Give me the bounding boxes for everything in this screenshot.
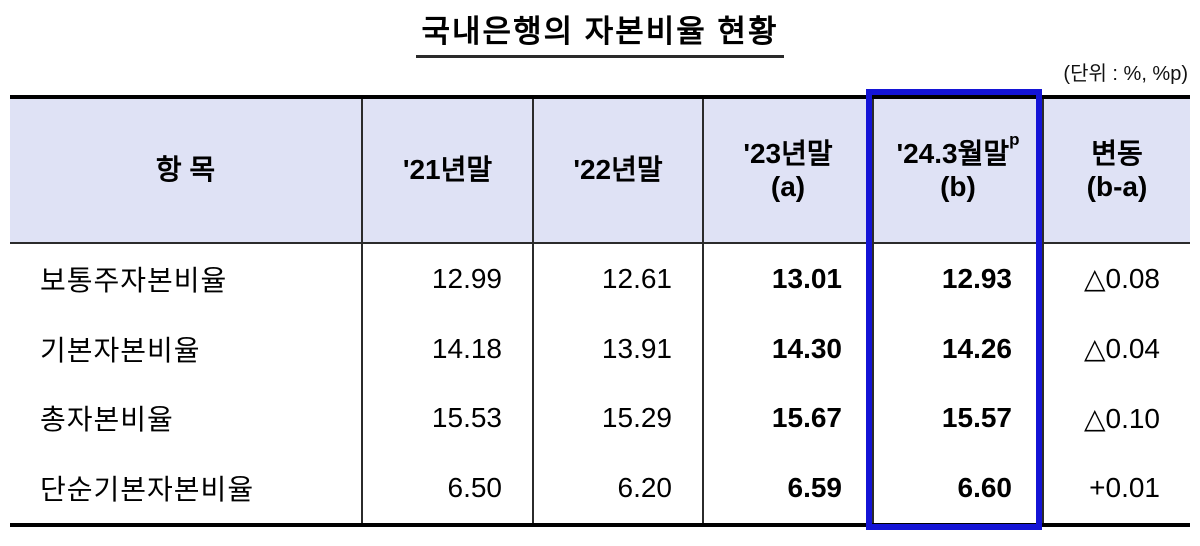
col-header-2024b-label: '24.3월말 — [896, 138, 1010, 170]
col-header-2023a: '23년말 (a) — [704, 99, 874, 244]
cell-tier1-2023a: 14.30 — [704, 313, 874, 384]
row-label-tier1: 기본자본비율 — [10, 313, 363, 384]
col-header-change-sub: (b-a) — [1086, 170, 1148, 202]
cell-tier1-2021: 14.18 — [363, 313, 534, 384]
cell-tier1-2022: 13.91 — [534, 313, 704, 384]
col-header-2024b: '24.3월말p (b) — [874, 99, 1044, 244]
cell-leverage-2023a: 6.59 — [704, 453, 874, 523]
col-header-change: 변동 (b-a) — [1044, 99, 1190, 244]
provisional-superscript: p — [1009, 130, 1020, 150]
cell-total-2023a: 15.67 — [704, 383, 874, 454]
cell-total-2021: 15.53 — [363, 383, 534, 454]
col-header-2024b-sub: (b) — [940, 170, 976, 202]
cell-cet1-2021: 12.99 — [363, 244, 534, 314]
col-header-2023a-label: '23년말 — [743, 138, 833, 170]
cell-leverage-2022: 6.20 — [534, 453, 704, 523]
col-header-2021-label: '21년말 — [402, 154, 493, 186]
row-label-cet1: 보통주자본비율 — [10, 244, 363, 314]
col-header-2023a-sub: (a) — [770, 170, 806, 202]
cell-leverage-2021: 6.50 — [363, 453, 534, 523]
col-header-item-label: 항 목 — [155, 154, 216, 186]
col-header-item: 항 목 — [10, 99, 363, 244]
col-header-2021: '21년말 — [363, 99, 534, 244]
cell-total-2024b: 15.57 — [874, 383, 1044, 454]
cell-leverage-change: +0.01 — [1089, 472, 1160, 504]
cell-total-change: △0.10 — [1083, 402, 1160, 434]
cell-cet1-2022: 12.61 — [534, 244, 704, 314]
col-header-2024b-line: '24.3월말p — [896, 130, 1019, 170]
unit-note: (단위 : %, %p) — [1063, 63, 1188, 85]
cell-cet1-2024b: 12.93 — [874, 244, 1044, 314]
cell-tier1-2024b: 14.26 — [874, 313, 1044, 384]
cell-leverage-2024b: 6.60 — [874, 453, 1044, 523]
col-header-2022: '22년말 — [534, 99, 704, 244]
page-title: 국내은행의 자본비율 현황 — [415, 6, 785, 58]
cell-total-2022: 15.29 — [534, 383, 704, 454]
cell-cet1-change: △0.08 — [1083, 263, 1160, 295]
cell-tier1-change: △0.04 — [1083, 333, 1160, 365]
col-header-change-label: 변동 — [1091, 138, 1143, 170]
capital-ratio-table: 항 목 '21년말 '22년말 '23년말 (a) '24.3월말p (b) 변… — [10, 95, 1190, 527]
cell-cet1-2023a: 13.01 — [704, 244, 874, 314]
col-header-2022-label: '22년말 — [573, 154, 663, 186]
page-title-wrap: 국내은행의 자본비율 현황 — [0, 6, 1200, 58]
row-label-leverage: 단순기본자본비율 — [10, 453, 363, 523]
row-label-total: 총자본비율 — [10, 383, 363, 454]
